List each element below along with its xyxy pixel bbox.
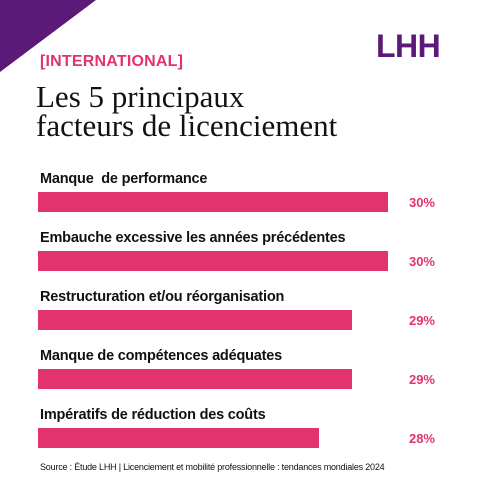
bar-value-label: 29% <box>408 372 435 387</box>
bar-value-label: 30% <box>408 254 435 269</box>
bar-value-label: 29% <box>408 313 435 328</box>
source-note: Source : Étude LHH | Licenciement et mob… <box>40 462 385 472</box>
bar <box>38 310 352 330</box>
bar-value-label: 28% <box>408 431 435 446</box>
chart-title-line-1: Les 5 principaux <box>36 79 245 114</box>
bar <box>38 428 319 448</box>
bar <box>38 369 352 389</box>
bar <box>38 251 388 271</box>
bar <box>38 192 388 212</box>
bar-label: Manque de performance <box>40 171 208 187</box>
chart-title-line-2: facteurs de licenciement <box>36 108 338 143</box>
bar-value-label: 30% <box>408 195 435 210</box>
region-tag: [INTERNATIONAL] <box>40 53 184 70</box>
lhh-logo: LHH <box>376 28 441 64</box>
chart-title: Les 5 principaux facteurs de licenciemen… <box>36 79 338 143</box>
bar-label: Restructuration et/ou réorganisation <box>40 289 285 305</box>
bar-label: Impératifs de réduction des coûts <box>40 407 266 423</box>
corner-decoration <box>0 0 96 72</box>
bar-label: Manque de compétences adéquates <box>40 348 282 364</box>
bar-label: Embauche excessive les années précédente… <box>40 230 346 246</box>
